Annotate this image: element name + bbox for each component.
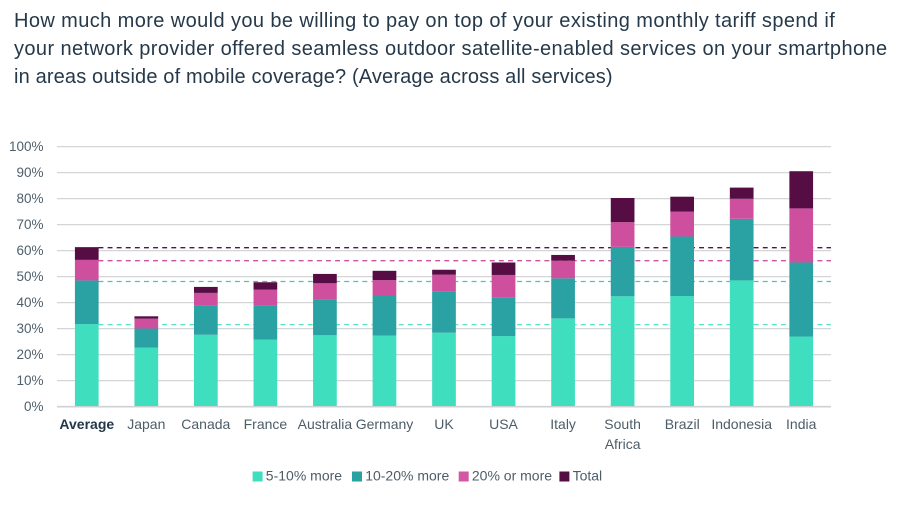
svg-text:Italy: Italy [550,416,576,432]
svg-text:Germany: Germany [356,416,414,432]
svg-text:Average: Average [59,416,114,432]
svg-text:10%: 10% [16,373,43,388]
svg-text:Indonesia: Indonesia [711,416,772,432]
svg-text:UK: UK [434,416,454,432]
svg-text:10-20% more: 10-20% more [365,468,449,484]
svg-text:Brazil: Brazil [665,416,700,432]
svg-text:Australia: Australia [298,416,353,432]
svg-text:India: India [786,416,817,432]
svg-text:60%: 60% [16,243,43,258]
svg-text:France: France [244,416,288,432]
svg-text:Total: Total [573,468,603,484]
svg-text:5-10% more: 5-10% more [266,468,342,484]
svg-text:40%: 40% [16,295,43,310]
svg-text:20% or more: 20% or more [472,468,552,484]
svg-text:50%: 50% [16,269,43,284]
svg-text:100%: 100% [9,139,44,154]
svg-text:Canada: Canada [181,416,230,432]
svg-text:20%: 20% [16,347,43,362]
svg-text:30%: 30% [16,321,43,336]
svg-text:0%: 0% [24,399,44,414]
svg-text:Africa: Africa [605,436,641,452]
svg-text:80%: 80% [16,191,43,206]
svg-text:70%: 70% [16,217,43,232]
svg-text:South: South [604,416,641,432]
svg-text:USA: USA [489,416,518,432]
svg-text:90%: 90% [16,165,43,180]
svg-text:Japan: Japan [127,416,165,432]
